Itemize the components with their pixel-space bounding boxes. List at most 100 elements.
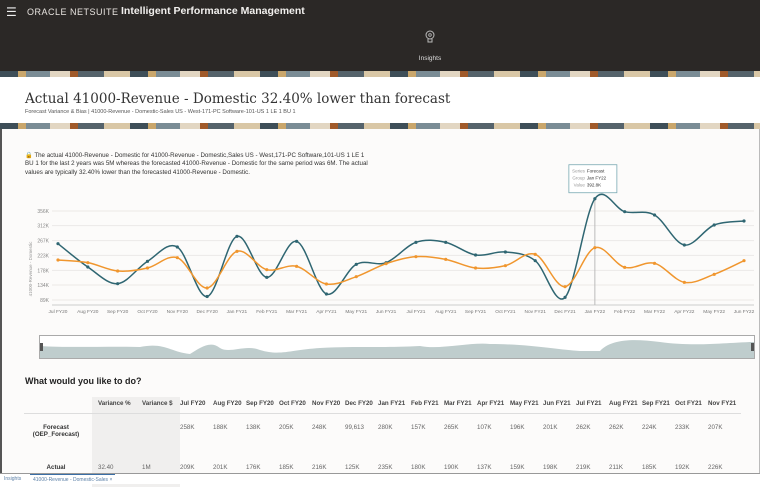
table-cell: 265K [444,424,459,431]
line-chart[interactable]: 89K 134K 178K 223K 267K 312K 356K 41000-Revenue… [2,129,760,334]
data-point-actual[interactable] [384,262,388,266]
column-header: Dec FY20 [345,397,378,414]
table-cell: 226K [708,464,723,471]
navigator-handle-right[interactable] [751,343,754,351]
x-tick-label: Oct FY21 [495,309,516,315]
column-header: Aug FY20 [213,397,246,414]
table-cell: 159K [510,464,525,471]
data-point-forecast[interactable] [444,240,448,244]
column-header: Variance $ [136,397,180,414]
y-tick-label: 89K [40,298,50,304]
data-point-forecast[interactable] [145,259,150,263]
data-point-forecast[interactable] [503,250,507,254]
page-title: Actual 41000-Revenue - Domestic 32.40% l… [25,91,451,107]
table-cell: 205K [279,424,294,431]
table-cell: 219K [576,464,591,471]
data-point-actual[interactable] [712,272,716,276]
column-header: Oct FY20 [279,397,312,414]
data-point-forecast[interactable] [414,240,418,244]
decorative-banner [0,123,760,129]
column-header: Jun FY21 [543,397,576,414]
column-header: Nov FY21 [708,397,741,414]
tab-revenue-domestic[interactable]: 41000-Revenue - Domestic-Sales × [30,474,116,483]
data-point-actual[interactable] [265,268,269,272]
row-label: Forecast (OEP_Forecast) [32,424,80,438]
table-cell: 180K [411,464,426,471]
x-tick-label: Mar FY22 [644,309,665,315]
table-cell: 125K [345,464,360,471]
data-point-forecast[interactable] [56,242,60,246]
x-tick-label: Dec FY20 [196,309,218,315]
table-cell: 224K [642,424,657,431]
data-point-actual[interactable] [473,266,478,270]
navigator-handle-left[interactable] [40,343,43,351]
data-point-forecast[interactable] [265,275,269,279]
data-point-actual[interactable] [145,266,150,270]
data-table: Variance % Variance $ Jul FY20 Aug FY20 Sep … [24,397,741,487]
nav-insights-label: Insights [418,55,442,62]
data-point-actual[interactable] [324,282,329,286]
table-cell: 176K [246,464,261,471]
data-point-actual[interactable] [295,264,299,268]
y-tick-label: 223K [37,253,49,259]
data-point-forecast[interactable] [175,245,179,249]
data-point-forecast[interactable] [563,295,567,299]
data-point-actual[interactable] [116,269,120,273]
data-point-actual[interactable] [533,252,537,256]
data-point-actual[interactable] [652,261,657,265]
data-point-forecast[interactable] [86,265,90,269]
data-point-forecast[interactable] [742,219,746,223]
close-icon[interactable]: × [109,477,113,483]
column-header: Sep FY20 [246,397,279,414]
y-axis-label: 41000-Revenue - Domestic [28,241,33,297]
data-point-actual[interactable] [175,256,179,260]
chart-navigator[interactable] [39,335,755,359]
column-header: Mar FY21 [444,397,477,414]
data-point-actual[interactable] [444,257,448,261]
data-point-forecast[interactable] [712,223,716,227]
data-point-actual[interactable] [414,255,418,259]
hamburger-icon[interactable]: ☰ [6,5,17,19]
table-cell: 262K [609,424,624,431]
data-point-actual[interactable] [235,249,239,253]
data-point-forecast[interactable] [116,282,120,286]
data-point-forecast[interactable] [354,262,358,266]
data-point-actual[interactable] [593,246,597,250]
data-point-forecast[interactable] [295,239,299,243]
tab-insights[interactable]: Insights [4,476,22,482]
data-point-forecast[interactable] [623,210,627,214]
insight-summary: 🔒 The actual 41000-Revenue - Domestic fo… [25,152,370,177]
x-tick-label: Dec FY21 [554,309,576,315]
data-point-forecast[interactable] [593,197,597,201]
tab-label: 41000-Revenue - Domestic-Sales [33,477,109,483]
lightbulb-icon [425,30,435,43]
data-point-actual[interactable] [563,285,567,289]
actions-heading: What would you like to do? [25,376,142,386]
tooltip-label: Value [574,183,586,188]
data-point-actual[interactable] [742,259,746,263]
app-title: Intelligent Performance Management [121,5,305,17]
data-point-forecast[interactable] [324,292,329,296]
nav-insights[interactable]: Insights [410,30,450,76]
data-point-actual[interactable] [623,265,627,269]
data-point-forecast[interactable] [205,294,209,299]
data-point-forecast[interactable] [533,259,537,263]
tooltip-value: 392.8K [587,183,601,188]
data-point-forecast[interactable] [652,213,657,217]
column-header: Feb FY21 [411,397,444,414]
data-point-actual[interactable] [503,264,507,268]
data-point-actual[interactable] [354,275,358,279]
data-point-forecast[interactable] [235,234,239,238]
table-row: Forecast (OEP_Forecast) 258K 188K 138K 205K 2… [24,413,741,454]
x-tick-label: Jan FY21 [227,309,248,315]
data-point-actual[interactable] [682,280,686,284]
data-point-actual[interactable] [86,261,90,265]
column-header: Variance % [92,397,136,414]
app-header: ☰ ORACLE NETSUITE Intelligent Performanc… [0,0,760,76]
data-point-actual[interactable] [205,286,209,290]
data-point-forecast[interactable] [682,243,686,247]
row-label: Actual [46,464,66,471]
data-point-forecast[interactable] [473,253,478,257]
data-point-actual[interactable] [56,258,60,262]
tooltip-value: Forecast [587,169,605,174]
